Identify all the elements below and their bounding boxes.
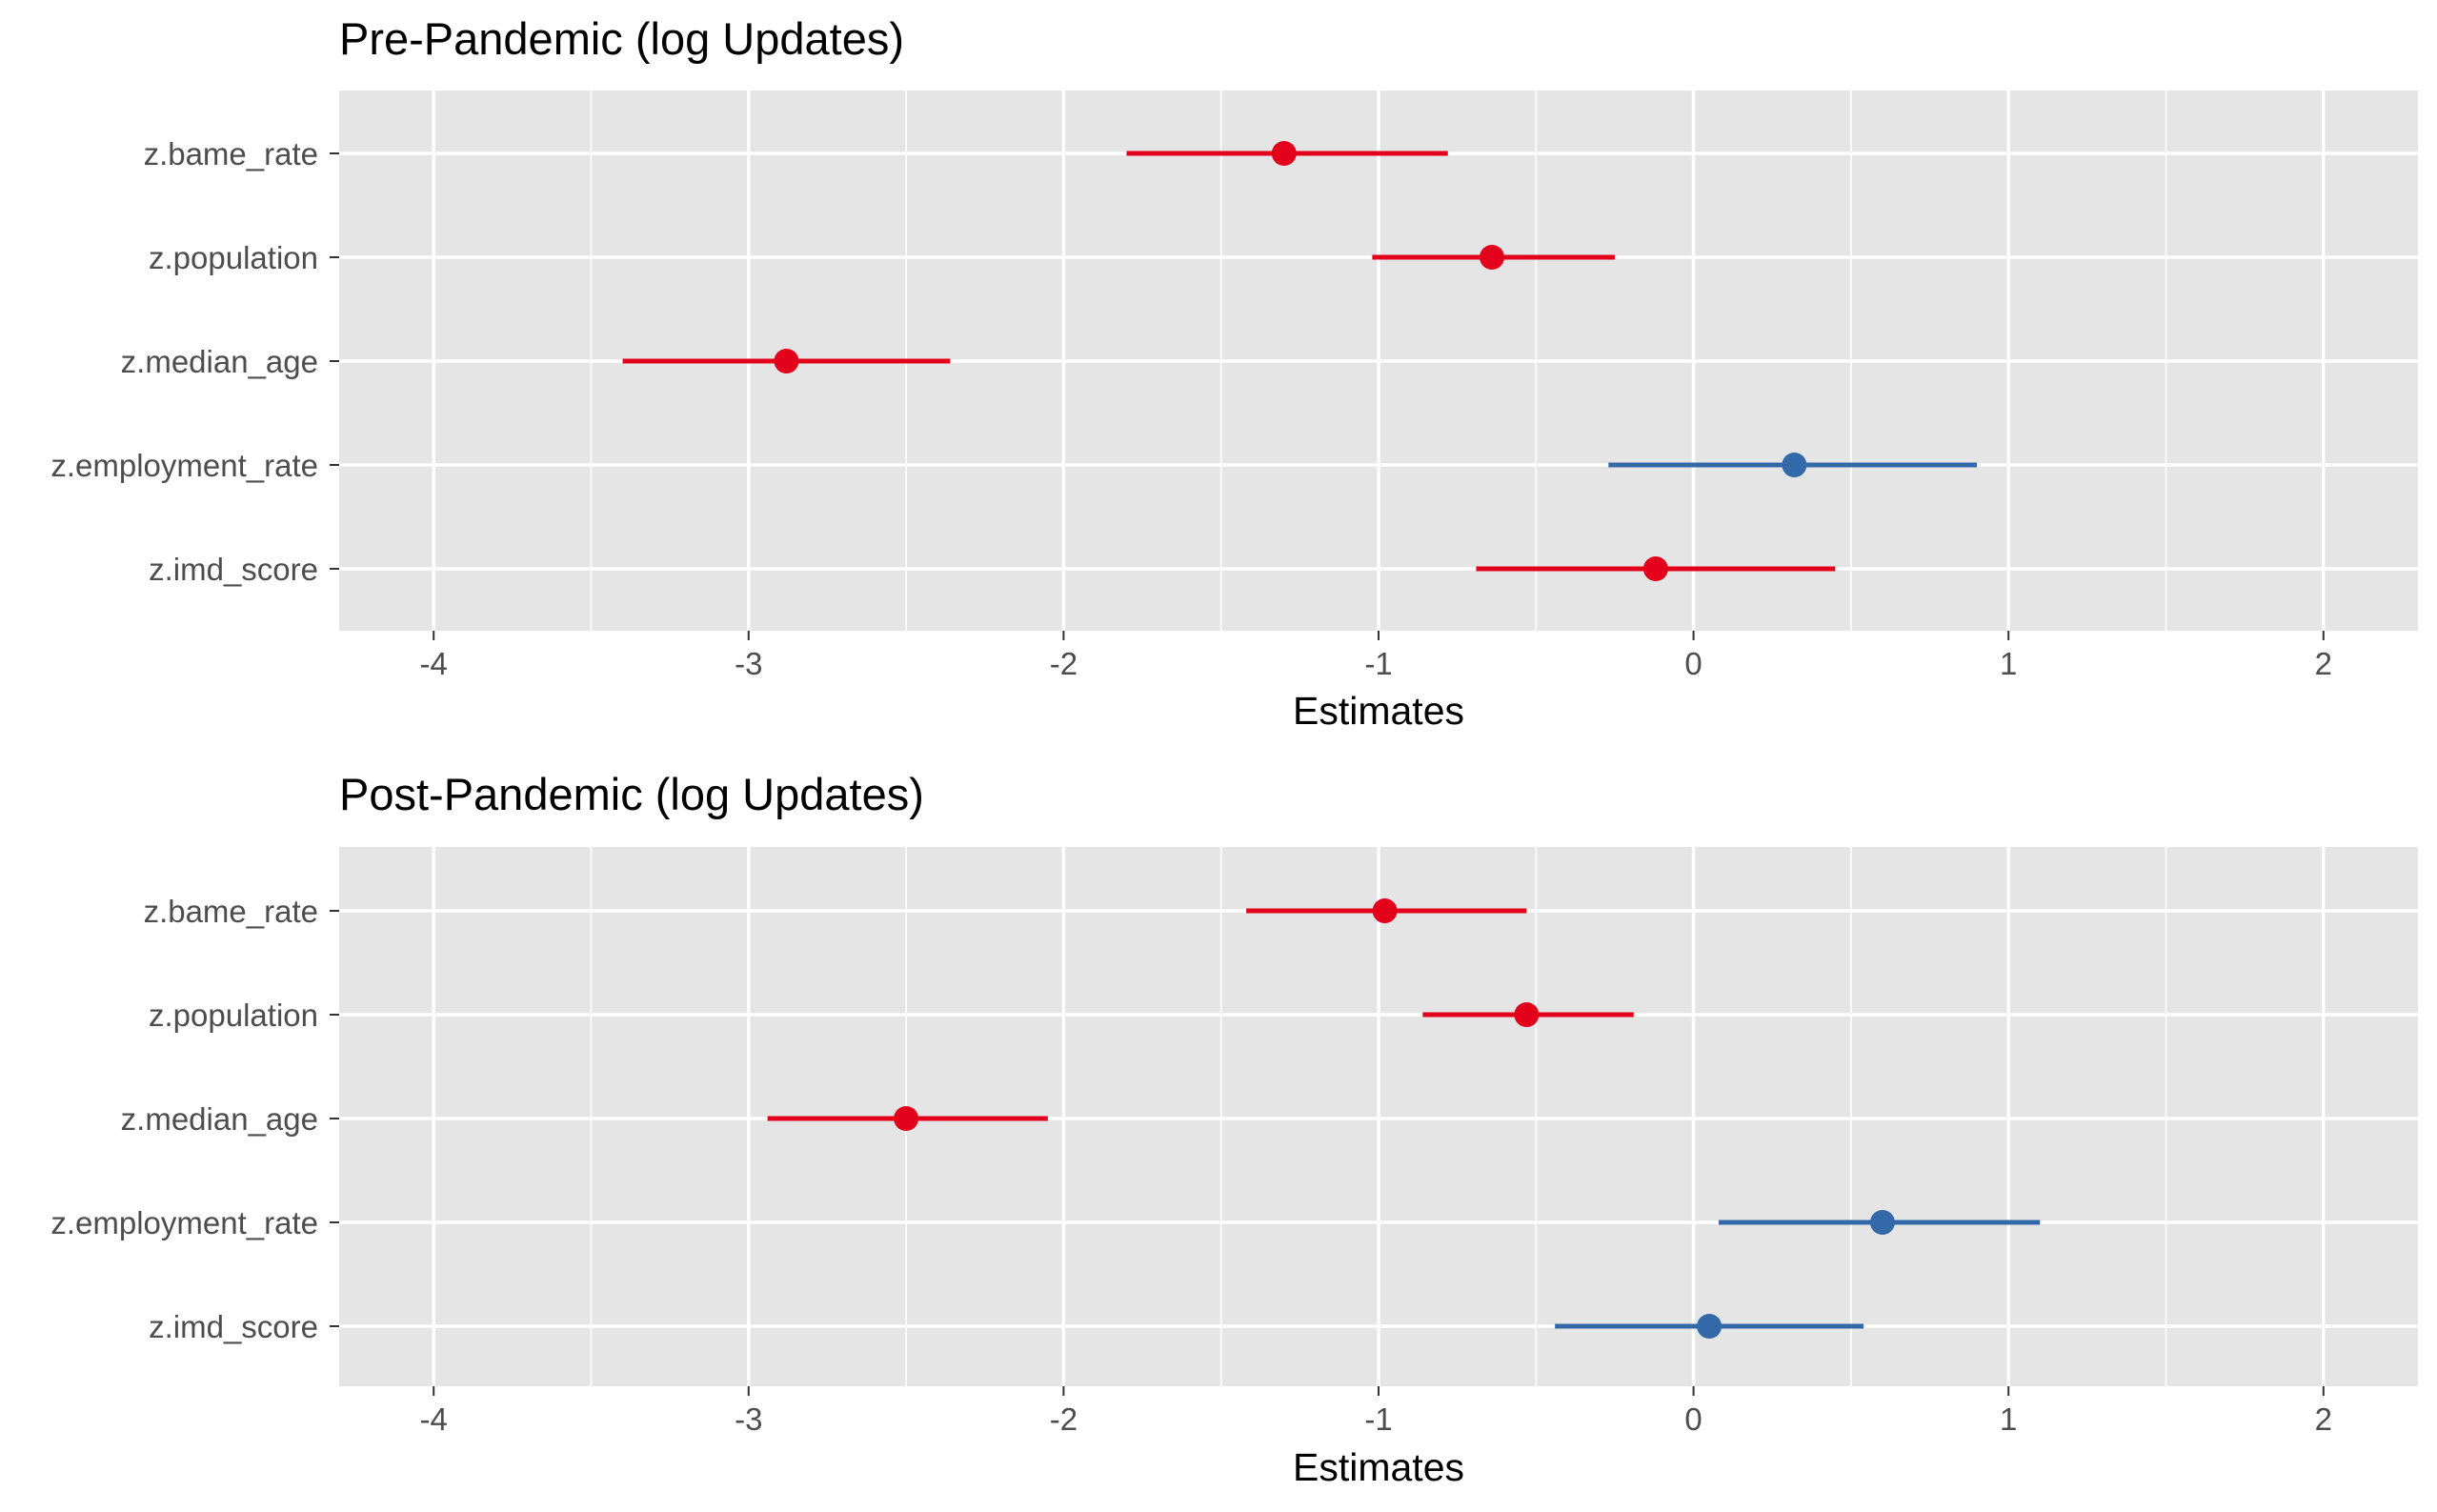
facet-1: Pre-Pandemic (log Updates) z.bame_rate z.p… <box>50 13 2418 733</box>
estimate-point-zimd_score <box>1642 556 1668 581</box>
facet-2: Post-Pandemic (log Updates) z.bame_rate z.… <box>50 769 2418 1489</box>
x-tick-label: -2 <box>1050 1401 1078 1437</box>
estimate-point-zimd_score <box>1697 1314 1722 1339</box>
y-tick-label: z.population <box>149 240 318 275</box>
estimate-point-zmedian_age <box>774 349 799 373</box>
x-axis-label: Estimates <box>1293 1445 1464 1489</box>
y-tick-label: z.imd_score <box>149 1309 318 1344</box>
x-tick-label: -2 <box>1050 646 1078 681</box>
y-tick-label: z.employment_rate <box>50 1205 318 1240</box>
x-tick-label: -3 <box>735 1401 762 1437</box>
x-tick-label: -4 <box>420 1401 448 1437</box>
y-tick-label: z.bame_rate <box>144 894 318 929</box>
x-tick-label: 2 <box>2315 1401 2332 1437</box>
estimate-point-zbame_rate <box>1271 141 1297 166</box>
y-tick-label: z.imd_score <box>149 552 318 587</box>
y-tick-label: z.median_age <box>121 344 318 379</box>
y-tick-label: z.bame_rate <box>144 136 318 171</box>
x-tick-label: -1 <box>1364 1401 1392 1437</box>
y-tick-label: z.population <box>149 998 318 1033</box>
x-tick-label: -4 <box>420 646 448 681</box>
x-tick-label: 1 <box>2000 646 2017 681</box>
estimate-point-zemployment_rate <box>1869 1210 1895 1235</box>
y-tick-label: z.median_age <box>121 1101 318 1137</box>
facet-title: Pre-Pandemic (log Updates) <box>339 13 904 64</box>
y-tick-label: z.employment_rate <box>50 448 318 483</box>
estimate-point-zpopulation <box>1514 1002 1540 1027</box>
x-tick-label: 2 <box>2315 646 2332 681</box>
estimate-point-zbame_rate <box>1372 898 1398 923</box>
x-tick-label: -3 <box>735 646 762 681</box>
x-tick-label: 0 <box>1684 646 1702 681</box>
facet-title: Post-Pandemic (log Updates) <box>339 769 924 819</box>
estimate-point-zpopulation <box>1480 245 1505 270</box>
x-tick-label: 1 <box>2000 1401 2017 1437</box>
x-tick-label: 0 <box>1684 1401 1702 1437</box>
estimate-point-zemployment_rate <box>1782 453 1807 477</box>
x-tick-label: -1 <box>1364 646 1392 681</box>
x-axis-label: Estimates <box>1293 689 1464 733</box>
estimate-point-zmedian_age <box>894 1106 919 1131</box>
